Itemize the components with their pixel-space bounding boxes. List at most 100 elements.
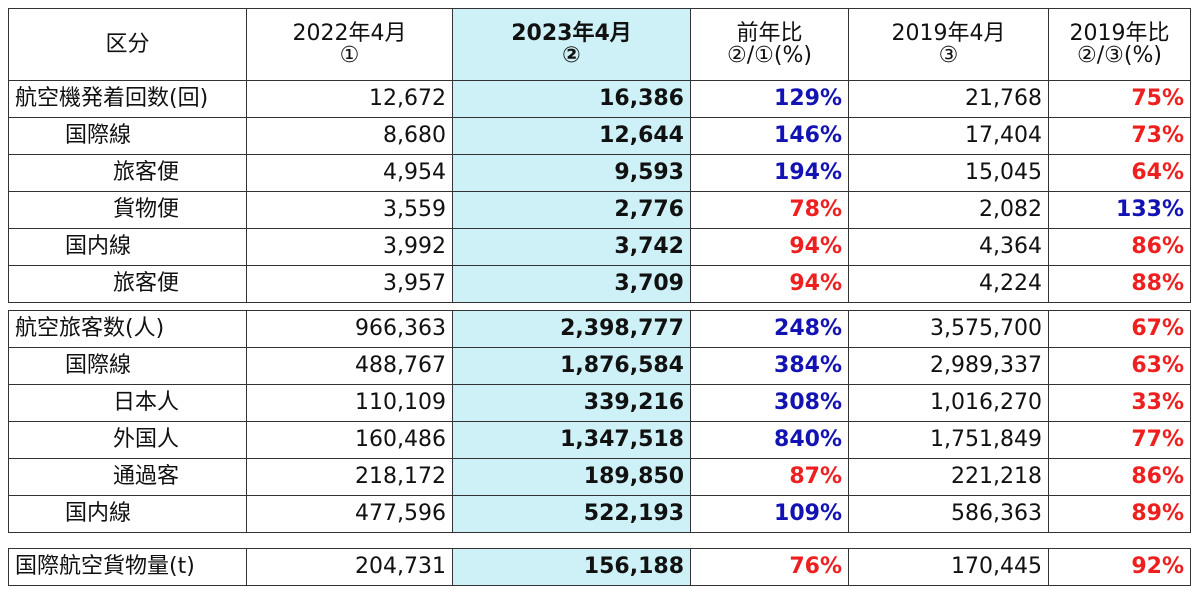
cell-2019: 221,218 xyxy=(848,458,1049,496)
cell-2023: 2,398,777 xyxy=(452,310,691,348)
row-label: 日本人 xyxy=(8,384,247,422)
cell-vs2019: 77% xyxy=(1048,421,1191,459)
cell-2022: 4,954 xyxy=(246,154,453,192)
table-row: 航空機発着回数(回) 12,672 16,386 129% 21,768 75% xyxy=(8,80,1191,118)
table-row: 通過客 218,172 189,850 87% 221,218 86% xyxy=(8,458,1191,496)
cell-2022: 3,957 xyxy=(246,265,453,303)
header-2022-april: 2022年4月 ① xyxy=(246,8,453,81)
cell-vs2019: 86% xyxy=(1048,458,1191,496)
cell-2019: 15,045 xyxy=(848,154,1049,192)
header-table: 区分 2022年4月 ① 2023年4月 ② 前年比 ②/①(%) 2019年4月 ③ … xyxy=(8,8,1191,81)
cell-vs2019: 75% xyxy=(1048,80,1191,118)
header-yoy: 前年比 ②/①(%) xyxy=(690,8,849,81)
cell-2022: 488,767 xyxy=(246,347,453,385)
table-row: 航空旅客数(人) 966,363 2,398,777 248% 3,575,700 67% xyxy=(8,310,1191,348)
header-vs2019-label: 2019年比 xyxy=(1069,20,1170,46)
cell-2019: 170,445 xyxy=(848,548,1049,586)
header-vs2019-formula: ②/③(%) xyxy=(1077,42,1162,68)
cell-2019: 3,575,700 xyxy=(848,310,1049,348)
cell-yoy: 248% xyxy=(690,310,849,348)
table-row: 国内線 477,596 522,193 109% 586,363 89% xyxy=(8,495,1191,533)
table-row: 国内線 3,992 3,742 94% 4,364 86% xyxy=(8,228,1191,266)
cell-2019: 21,768 xyxy=(848,80,1049,118)
row-label: 貨物便 xyxy=(8,191,247,229)
cell-2022: 3,559 xyxy=(246,191,453,229)
section-passengers-table: 航空旅客数(人) 966,363 2,398,777 248% 3,575,700 67%… xyxy=(8,310,1191,533)
cell-2023: 16,386 xyxy=(452,80,691,118)
row-label: 旅客便 xyxy=(8,265,247,303)
cell-2022: 12,672 xyxy=(246,80,453,118)
cell-2023: 2,776 xyxy=(452,191,691,229)
cell-2019: 2,082 xyxy=(848,191,1049,229)
cell-2022: 110,109 xyxy=(246,384,453,422)
cell-2023: 9,593 xyxy=(452,154,691,192)
header-2019-april: 2019年4月 ③ xyxy=(848,8,1049,81)
cell-2023: 522,193 xyxy=(452,495,691,533)
cell-vs2019: 64% xyxy=(1048,154,1191,192)
cell-2022: 218,172 xyxy=(246,458,453,496)
section-flights-table: 航空機発着回数(回) 12,672 16,386 129% 21,768 75% 国際線 8,… xyxy=(8,80,1191,303)
cell-yoy: 308% xyxy=(690,384,849,422)
header-2022-marker: ① xyxy=(339,42,360,68)
cell-yoy: 94% xyxy=(690,228,849,266)
header-2023-marker: ② xyxy=(562,42,581,68)
cell-yoy: 109% xyxy=(690,495,849,533)
table-row: 外国人 160,486 1,347,518 840% 1,751,849 77% xyxy=(8,421,1191,459)
cell-2019: 1,016,270 xyxy=(848,384,1049,422)
cell-2023: 1,876,584 xyxy=(452,347,691,385)
header-2023-april: 2023年4月 ② xyxy=(452,8,691,81)
row-label: 通過客 xyxy=(8,458,247,496)
cell-2023: 3,742 xyxy=(452,228,691,266)
cell-2019: 4,364 xyxy=(848,228,1049,266)
cell-vs2019: 133% xyxy=(1048,191,1191,229)
cell-yoy: 384% xyxy=(690,347,849,385)
cell-2019: 4,224 xyxy=(848,265,1049,303)
cell-2019: 586,363 xyxy=(848,495,1049,533)
cell-yoy: 78% xyxy=(690,191,849,229)
row-label: 外国人 xyxy=(8,421,247,459)
cell-vs2019: 63% xyxy=(1048,347,1191,385)
cell-2023: 189,850 xyxy=(452,458,691,496)
table-row: 国際線 8,680 12,644 146% 17,404 73% xyxy=(8,117,1191,155)
header-vs2019: 2019年比 ②/③(%) xyxy=(1048,8,1191,81)
cell-2022: 3,992 xyxy=(246,228,453,266)
table-row: 旅客便 3,957 3,709 94% 4,224 88% xyxy=(8,265,1191,303)
cell-yoy: 129% xyxy=(690,80,849,118)
header-2023-label: 2023年4月 xyxy=(511,20,632,46)
cell-2023: 156,188 xyxy=(452,548,691,586)
row-label: 航空機発着回数(回) xyxy=(8,80,247,118)
table-row: 日本人 110,109 339,216 308% 1,016,270 33% xyxy=(8,384,1191,422)
cell-vs2019: 89% xyxy=(1048,495,1191,533)
row-label: 航空旅客数(人) xyxy=(8,310,247,348)
cell-2019: 1,751,849 xyxy=(848,421,1049,459)
cell-yoy: 87% xyxy=(690,458,849,496)
cell-2022: 477,596 xyxy=(246,495,453,533)
cell-vs2019: 86% xyxy=(1048,228,1191,266)
cell-yoy: 146% xyxy=(690,117,849,155)
cell-vs2019: 73% xyxy=(1048,117,1191,155)
row-label: 旅客便 xyxy=(8,154,247,192)
cell-2022: 204,731 xyxy=(246,548,453,586)
cell-2023: 1,347,518 xyxy=(452,421,691,459)
header-2019-marker: ③ xyxy=(938,42,959,68)
cell-vs2019: 92% xyxy=(1048,548,1191,586)
row-label: 国内線 xyxy=(8,228,247,266)
cell-vs2019: 88% xyxy=(1048,265,1191,303)
header-yoy-formula: ②/①(%) xyxy=(727,42,812,68)
cell-yoy: 76% xyxy=(690,548,849,586)
section-cargo-table: 国際航空貨物量(t) 204,731 156,188 76% 170,445 92% xyxy=(8,548,1191,586)
row-label: 国際線 xyxy=(8,347,247,385)
cell-2023: 12,644 xyxy=(452,117,691,155)
cell-vs2019: 33% xyxy=(1048,384,1191,422)
cell-2019: 17,404 xyxy=(848,117,1049,155)
row-label: 国内線 xyxy=(8,495,247,533)
header-row: 区分 2022年4月 ① 2023年4月 ② 前年比 ②/①(%) 2019年4月 ③ … xyxy=(8,8,1191,81)
header-category: 区分 xyxy=(8,8,247,81)
cell-vs2019: 67% xyxy=(1048,310,1191,348)
header-yoy-label: 前年比 xyxy=(736,20,803,46)
row-label: 国際線 xyxy=(8,117,247,155)
cell-2023: 339,216 xyxy=(452,384,691,422)
cell-2022: 8,680 xyxy=(246,117,453,155)
table-row: 国際航空貨物量(t) 204,731 156,188 76% 170,445 92% xyxy=(8,548,1191,586)
table-row: 貨物便 3,559 2,776 78% 2,082 133% xyxy=(8,191,1191,229)
